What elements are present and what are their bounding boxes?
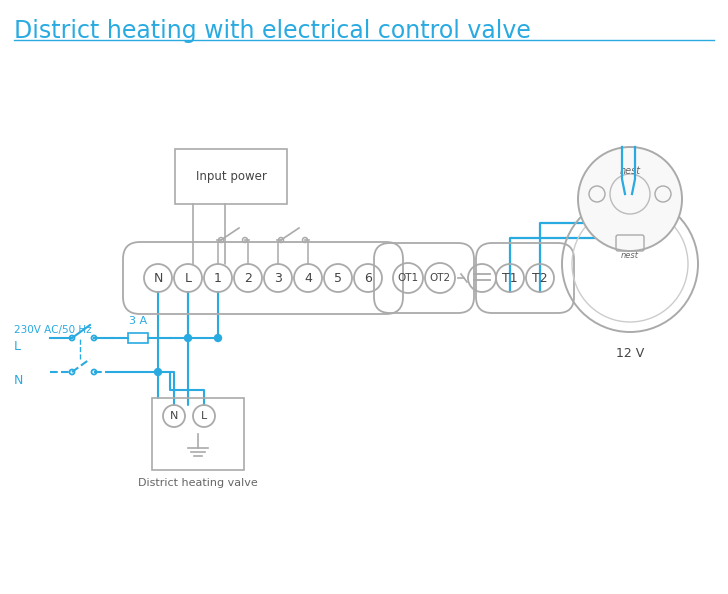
Text: L: L <box>201 411 207 421</box>
Text: nest: nest <box>620 166 641 176</box>
Text: L: L <box>14 340 21 353</box>
Text: 2: 2 <box>244 271 252 285</box>
Text: OT1: OT1 <box>397 273 419 283</box>
Bar <box>128 333 148 343</box>
Circle shape <box>154 368 162 375</box>
Text: N: N <box>14 374 23 387</box>
Text: District heating with electrical control valve: District heating with electrical control… <box>14 19 531 43</box>
Text: 12 V: 12 V <box>616 347 644 360</box>
Text: L: L <box>184 271 191 285</box>
Text: District heating valve: District heating valve <box>138 478 258 488</box>
Text: nest: nest <box>621 251 639 261</box>
Text: OT2: OT2 <box>430 273 451 283</box>
Bar <box>152 398 244 470</box>
Circle shape <box>184 334 191 342</box>
Text: 6: 6 <box>364 271 372 285</box>
Bar <box>175 149 287 204</box>
Text: 3: 3 <box>274 271 282 285</box>
Text: N: N <box>170 411 178 421</box>
Text: T1: T1 <box>502 271 518 285</box>
Text: 1: 1 <box>214 271 222 285</box>
Text: Input power: Input power <box>196 170 266 183</box>
Text: 5: 5 <box>334 271 342 285</box>
Text: 4: 4 <box>304 271 312 285</box>
Circle shape <box>578 147 682 251</box>
Text: T2: T2 <box>532 271 547 285</box>
Circle shape <box>215 334 221 342</box>
Text: 3 A: 3 A <box>129 316 147 326</box>
Text: N: N <box>154 271 162 285</box>
Text: 230V AC/50 Hz: 230V AC/50 Hz <box>14 325 92 335</box>
